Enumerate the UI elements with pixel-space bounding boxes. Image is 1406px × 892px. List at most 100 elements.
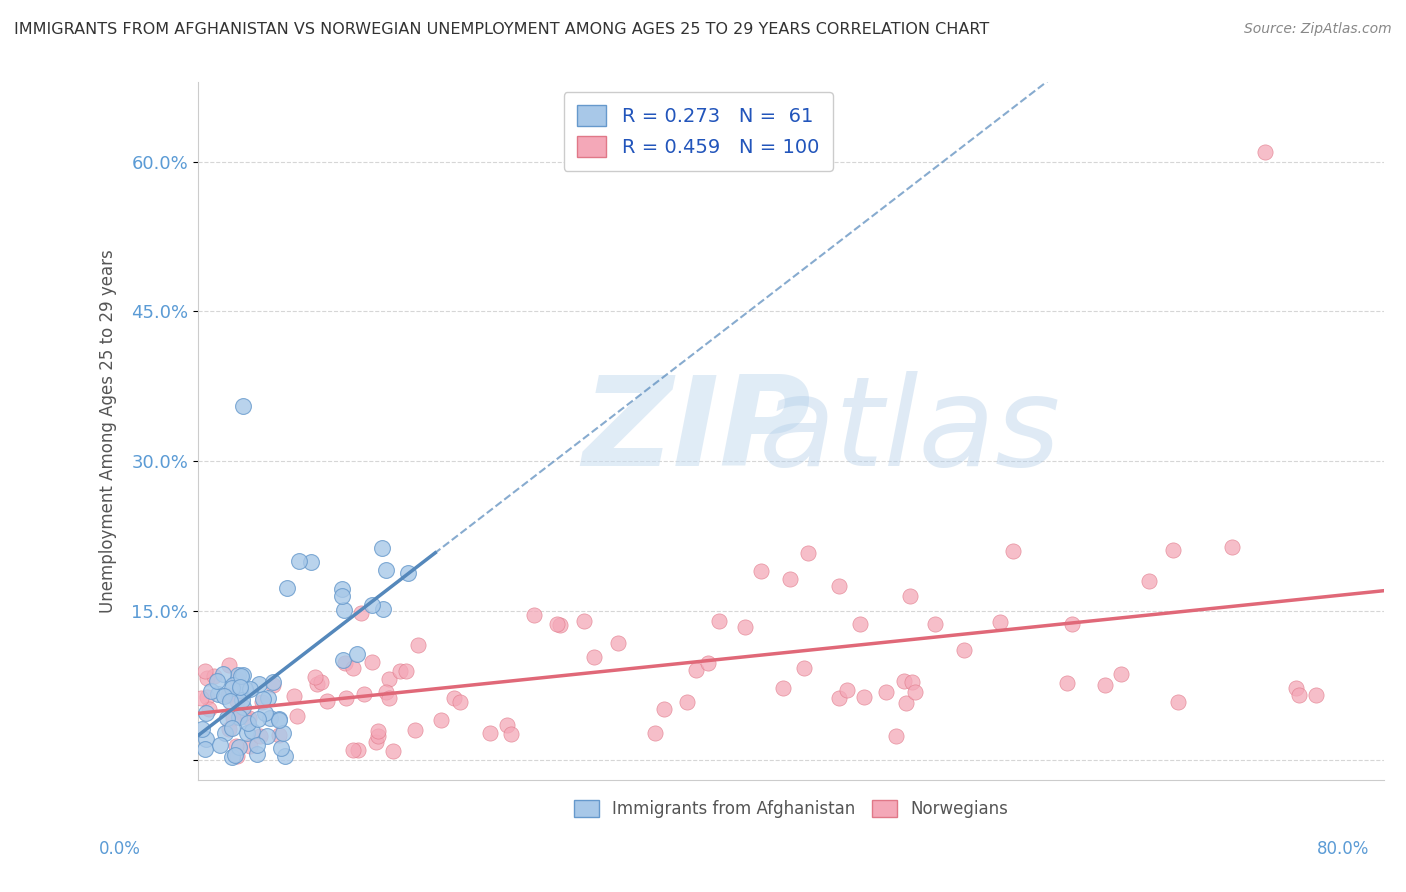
Text: IMMIGRANTS FROM AFGHANISTAN VS NORWEGIAN UNEMPLOYMENT AMONG AGES 25 TO 29 YEARS : IMMIGRANTS FROM AFGHANISTAN VS NORWEGIAN…	[14, 22, 990, 37]
Point	[190, 690, 212, 705]
Point	[924, 617, 946, 632]
Point	[256, 729, 278, 743]
Point	[222, 678, 245, 692]
Point	[307, 677, 329, 691]
Point	[707, 614, 730, 628]
Point	[200, 683, 222, 698]
Point	[226, 667, 249, 681]
Point	[267, 713, 290, 727]
Point	[1285, 681, 1308, 695]
Point	[333, 603, 356, 617]
Point	[548, 618, 571, 632]
Point	[269, 727, 291, 741]
Point	[370, 541, 392, 555]
Point	[335, 690, 357, 705]
Point	[228, 709, 250, 723]
Point	[195, 690, 218, 704]
Point	[353, 686, 375, 700]
Point	[828, 690, 851, 705]
Point	[262, 674, 284, 689]
Point	[952, 642, 974, 657]
Point	[894, 696, 917, 710]
Point	[247, 712, 270, 726]
Point	[240, 724, 263, 739]
Text: 80.0%: 80.0%	[1316, 840, 1369, 858]
Point	[271, 726, 294, 740]
Point	[1167, 694, 1189, 708]
Point	[219, 694, 242, 708]
Point	[194, 741, 217, 756]
Point	[875, 685, 897, 699]
Point	[852, 690, 875, 704]
Point	[232, 399, 254, 413]
Point	[304, 670, 326, 684]
Point	[239, 681, 262, 696]
Point	[214, 725, 236, 739]
Point	[232, 707, 254, 722]
Point	[198, 702, 221, 716]
Point	[696, 656, 718, 670]
Point	[652, 701, 675, 715]
Point	[212, 666, 235, 681]
Point	[315, 694, 337, 708]
Point	[772, 681, 794, 695]
Point	[224, 748, 246, 763]
Point	[197, 671, 219, 685]
Point	[1161, 542, 1184, 557]
Point	[496, 718, 519, 732]
Point	[1056, 676, 1078, 690]
Point	[546, 616, 568, 631]
Point	[828, 579, 851, 593]
Point	[232, 700, 254, 714]
Point	[333, 657, 356, 671]
Point	[309, 675, 332, 690]
Point	[751, 564, 773, 578]
Point	[207, 673, 229, 688]
Point	[215, 711, 238, 725]
Point	[478, 726, 501, 740]
Point	[231, 669, 253, 683]
Point	[360, 598, 382, 612]
Point	[274, 748, 297, 763]
Point	[377, 690, 399, 705]
Point	[378, 672, 401, 686]
Point	[904, 685, 927, 699]
Point	[893, 673, 915, 688]
Point	[252, 692, 274, 706]
Point	[288, 554, 311, 568]
Point	[644, 725, 666, 739]
Point	[1062, 617, 1084, 632]
Point	[202, 669, 225, 683]
Point	[225, 739, 247, 753]
Point	[256, 690, 278, 705]
Point	[299, 555, 322, 569]
Point	[246, 747, 269, 761]
Point	[450, 695, 472, 709]
Point	[249, 729, 271, 743]
Text: ZIP: ZIP	[582, 370, 810, 491]
Point	[1094, 678, 1116, 692]
Point	[901, 675, 924, 690]
Point	[250, 695, 273, 709]
Point	[246, 739, 269, 753]
Point	[361, 655, 384, 669]
Point	[218, 723, 240, 737]
Point	[346, 647, 368, 661]
Point	[685, 663, 707, 677]
Point	[285, 709, 308, 723]
Point	[898, 589, 921, 603]
Point	[218, 658, 240, 673]
Point	[226, 694, 249, 708]
Point	[221, 721, 243, 735]
Point	[347, 743, 370, 757]
Point	[270, 741, 292, 756]
Point	[430, 713, 453, 727]
Point	[269, 712, 291, 726]
Point	[675, 696, 697, 710]
Point	[330, 582, 353, 596]
Point	[247, 677, 270, 691]
Point	[793, 660, 815, 674]
Point	[221, 749, 243, 764]
Text: atlas: atlas	[759, 370, 1060, 491]
Point	[1254, 145, 1277, 159]
